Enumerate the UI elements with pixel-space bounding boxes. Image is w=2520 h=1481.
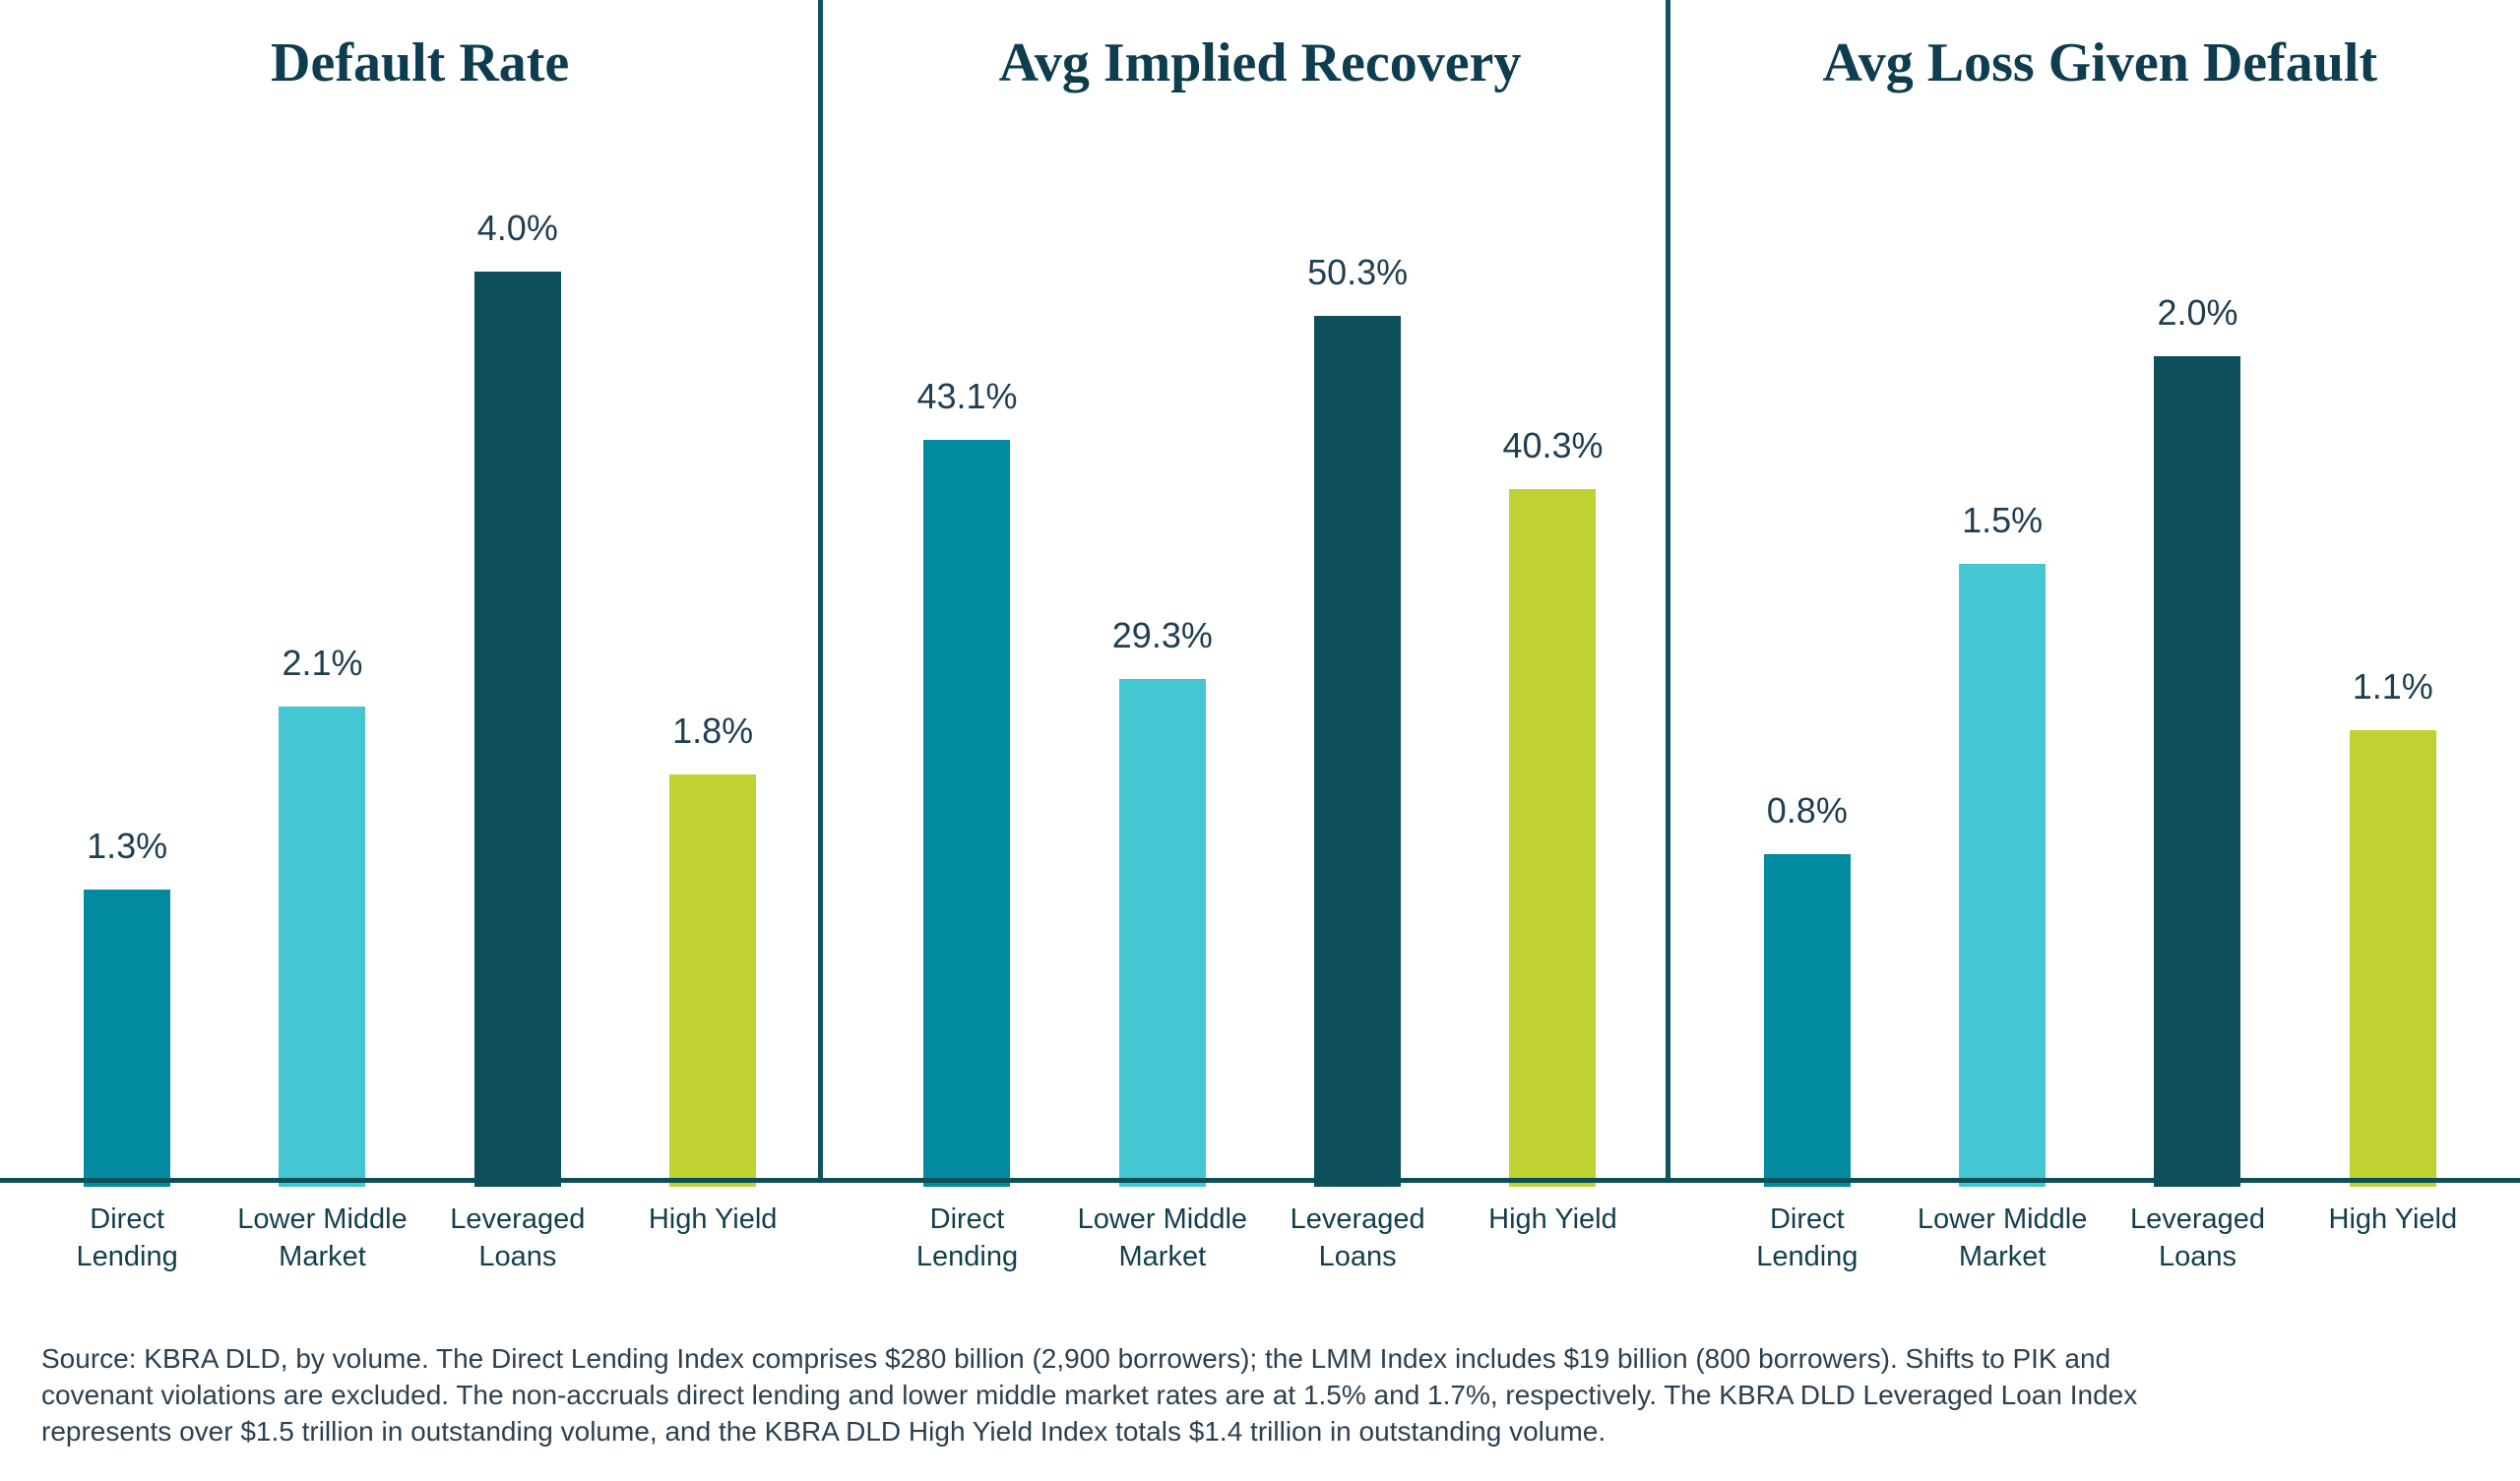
panel-divider-2 bbox=[1666, 0, 1670, 1178]
category-label-leveraged-loans: Leveraged Loans bbox=[2129, 1203, 2265, 1272]
bar-value-label-leveraged-loans: 50.3% bbox=[1307, 252, 1409, 292]
category-label-direct-lending: Direct Lending bbox=[1756, 1203, 1858, 1272]
bar-value-label-leveraged-loans: 2.0% bbox=[2157, 292, 2238, 333]
panel-title-default-rate: Default Rate bbox=[271, 32, 570, 93]
source-note: Source: KBRA DLD, by volume. The Direct … bbox=[41, 1340, 2461, 1450]
category-label-high-yield: High Yield bbox=[1488, 1203, 1617, 1235]
bar-value-label-high-yield: 1.8% bbox=[672, 710, 754, 751]
category-labels-avg-loss-given-default: Direct Lending Lower Middle Market Leverag… bbox=[1680, 1201, 2520, 1275]
bar-leveraged-loans bbox=[1314, 316, 1402, 1187]
bar-direct-lending bbox=[84, 890, 171, 1187]
bar-leveraged-loans bbox=[473, 272, 561, 1187]
bar-lower-middle-market bbox=[1118, 679, 1206, 1187]
bar-value-label-leveraged-loans: 4.0% bbox=[476, 208, 558, 248]
bar-slot-lower-middle-market: 29.3% bbox=[1065, 118, 1260, 1187]
bar-value-label-direct-lending: 0.8% bbox=[1766, 790, 1848, 831]
category-labels-row: Direct Lending Lower Middle Market Leverag… bbox=[0, 1201, 2520, 1275]
category-label-direct-lending: Direct Lending bbox=[915, 1203, 1019, 1272]
bar-value-label-direct-lending: 43.1% bbox=[916, 376, 1018, 416]
panel-avg-implied-recovery: Avg Implied Recovery 43.1% 29.3% 50.3% 40.3… bbox=[840, 0, 1679, 1187]
category-label-leveraged-loans: Leveraged Loans bbox=[1290, 1203, 1425, 1272]
category-labels-default-rate: Direct Lending Lower Middle Market Leverag… bbox=[0, 1201, 840, 1275]
source-note-line-2: covenant violations are excluded. The no… bbox=[41, 1380, 2138, 1410]
source-note-line-1: Source: KBRA DLD, by volume. The Direct … bbox=[41, 1343, 2111, 1374]
panels-row: Default Rate 1.3% 2.1% 4.0% 1.8% Avg Implie… bbox=[0, 0, 2520, 1187]
bars-area-avg-implied-recovery: 43.1% 29.3% 50.3% 40.3% bbox=[869, 118, 1650, 1187]
category-label-leveraged-loans: Leveraged Loans bbox=[450, 1203, 586, 1272]
panel-default-rate: Default Rate 1.3% 2.1% 4.0% 1.8% bbox=[0, 0, 840, 1187]
bar-direct-lending bbox=[923, 440, 1011, 1187]
bar-slot-high-yield: 40.3% bbox=[1455, 118, 1650, 1187]
bar-slot-leveraged-loans: 4.0% bbox=[420, 118, 615, 1187]
bars-area-avg-loss-given-default: 0.8% 1.5% 2.0% 1.1% bbox=[1710, 118, 2490, 1187]
bar-lower-middle-market bbox=[279, 707, 366, 1187]
bar-value-label-lower-middle-market: 1.5% bbox=[1962, 500, 2044, 540]
bar-slot-leveraged-loans: 2.0% bbox=[2100, 118, 2295, 1187]
category-label-lower-middle-market: Lower Middle Market bbox=[1077, 1203, 1248, 1272]
x-axis-line bbox=[0, 1178, 2520, 1183]
bar-value-label-high-yield: 40.3% bbox=[1502, 425, 1604, 465]
category-label-direct-lending: Direct Lending bbox=[76, 1203, 178, 1272]
category-labels-avg-implied-recovery: Direct Lending Lower Middle Market Leverag… bbox=[840, 1201, 1679, 1275]
category-label-high-yield: High Yield bbox=[2328, 1203, 2458, 1235]
bar-slot-direct-lending: 1.3% bbox=[30, 118, 224, 1187]
bar-value-label-high-yield: 1.1% bbox=[2352, 666, 2433, 707]
bar-slot-leveraged-loans: 50.3% bbox=[1260, 118, 1455, 1187]
bars-area-default-rate: 1.3% 2.1% 4.0% 1.8% bbox=[30, 118, 810, 1187]
bar-leveraged-loans bbox=[2154, 356, 2241, 1187]
category-label-lower-middle-market: Lower Middle Market bbox=[237, 1203, 408, 1272]
bar-value-label-lower-middle-market: 2.1% bbox=[282, 643, 363, 683]
bar-direct-lending bbox=[1763, 854, 1851, 1187]
bar-high-yield bbox=[2349, 730, 2436, 1187]
bar-slot-lower-middle-market: 1.5% bbox=[1905, 118, 2100, 1187]
bar-slot-lower-middle-market: 2.1% bbox=[224, 118, 419, 1187]
bar-high-yield bbox=[1509, 489, 1597, 1187]
bar-slot-direct-lending: 43.1% bbox=[869, 118, 1064, 1187]
panel-divider-1 bbox=[818, 0, 823, 1178]
bar-slot-high-yield: 1.1% bbox=[2296, 118, 2490, 1187]
category-label-lower-middle-market: Lower Middle Market bbox=[1917, 1203, 2088, 1272]
bar-value-label-direct-lending: 1.3% bbox=[87, 826, 168, 866]
bar-value-label-lower-middle-market: 29.3% bbox=[1111, 615, 1213, 655]
panel-title-avg-implied-recovery: Avg Implied Recovery bbox=[998, 32, 1522, 93]
panel-title-avg-loss-given-default: Avg Loss Given Default bbox=[1822, 32, 2378, 93]
bar-high-yield bbox=[669, 774, 757, 1187]
bar-slot-high-yield: 1.8% bbox=[615, 118, 810, 1187]
panel-avg-loss-given-default: Avg Loss Given Default 0.8% 1.5% 2.0% 1.1% bbox=[1680, 0, 2520, 1187]
category-label-high-yield: High Yield bbox=[648, 1203, 778, 1235]
bar-slot-direct-lending: 0.8% bbox=[1710, 118, 1905, 1187]
bar-lower-middle-market bbox=[1959, 564, 2047, 1187]
source-note-line-3: represents over $1.5 trillion in outstan… bbox=[41, 1416, 1606, 1447]
